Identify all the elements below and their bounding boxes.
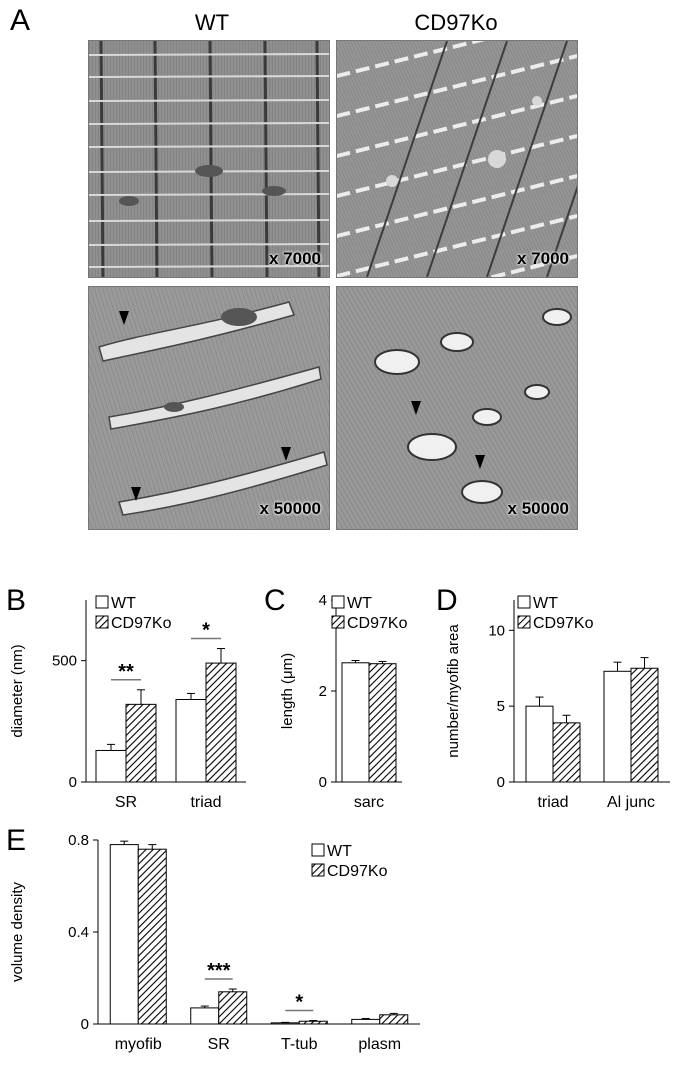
bar-wt	[525, 705, 554, 783]
bar-wt	[351, 1018, 381, 1025]
x-tick-label: plasm	[358, 1036, 401, 1053]
y-tick-label: 4	[319, 592, 327, 609]
legend-swatch	[311, 843, 325, 857]
legend-label: WT	[533, 595, 558, 612]
column-title-cd97ko: CD97Ko	[414, 10, 498, 35]
column-title-wt: WT	[194, 10, 230, 35]
magnification-label: x 7000	[269, 249, 321, 268]
y-tick-label: 5	[497, 698, 505, 715]
legend-swatch	[95, 595, 109, 609]
y-axis-label: volume density	[9, 881, 26, 982]
panel-letter: C	[264, 584, 286, 617]
chart-panel-c: C 0 2 4 length (μm) sarc WT CD97Ko	[258, 578, 428, 818]
y-tick-label: 0.8	[68, 832, 89, 849]
legend-swatch	[95, 615, 109, 629]
bar-cd97ko	[218, 991, 248, 1025]
x-tick-label: triad	[537, 794, 568, 811]
bar-wt	[95, 749, 127, 783]
panel-letter: B	[6, 584, 26, 617]
x-tick-label: sarc	[354, 794, 384, 811]
legend-label: CD97Ko	[327, 863, 388, 880]
legend-label: WT	[347, 595, 372, 612]
y-tick-label: 0	[319, 774, 327, 791]
legend-swatch	[311, 863, 325, 877]
magnification-label: x 50000	[259, 499, 321, 518]
arrowhead-icon	[119, 311, 129, 325]
bar-wt	[341, 662, 370, 783]
arrowhead-icon	[475, 455, 485, 469]
panel-a-letter: A	[10, 4, 31, 37]
bar-wt	[603, 670, 632, 783]
significance-label: *	[202, 620, 210, 642]
legend-label: CD97Ko	[347, 615, 408, 632]
significance-label: *	[295, 992, 303, 1014]
bar-cd97ko	[125, 703, 157, 783]
legend-label: CD97Ko	[111, 615, 172, 632]
legend-swatch	[517, 595, 531, 609]
legend-label: WT	[327, 843, 352, 860]
em-image-wt-low-mag: x 7000	[88, 40, 330, 278]
bar-cd97ko	[630, 667, 659, 783]
y-tick-label: 0	[81, 1016, 89, 1033]
arrowhead-icon	[411, 401, 421, 415]
significance-label: ***	[207, 960, 231, 982]
bar-cd97ko	[379, 1014, 409, 1025]
chart-svg: E 0 0.4 0.8 volume density myofib SR T-tub plasm…	[6, 824, 420, 1053]
y-tick-label: 0.4	[68, 924, 89, 941]
x-tick-label: SR	[208, 1036, 230, 1053]
legend-label: CD97Ko	[533, 615, 594, 632]
y-tick-label: 500	[52, 653, 77, 670]
y-axis-label: number/myofib area	[445, 624, 462, 758]
em-image-ko-low-mag: x 7000	[336, 40, 578, 278]
panel-letter: E	[6, 824, 26, 857]
magnification-label: x 50000	[507, 499, 569, 518]
chart-svg: C 0 2 4 length (μm) sarc WT CD97Ko	[264, 584, 408, 811]
x-tick-label: T-tub	[281, 1036, 318, 1053]
bar-cd97ko	[552, 722, 581, 783]
chart-svg: D 0 5 10 number/myofib area triad Al junc WT CD9…	[436, 584, 670, 811]
chart-panel-e: E 0 0.4 0.8 volume density myofib SR T-tub plasm…	[0, 818, 440, 1065]
bar-cd97ko	[368, 663, 397, 783]
magnification-label: x 7000	[517, 249, 569, 268]
y-axis-label: length (μm)	[279, 653, 296, 729]
em-image-ko-high-mag: x 50000	[336, 286, 578, 530]
legend-label: WT	[111, 595, 136, 612]
legend-swatch	[517, 615, 531, 629]
y-axis-label: diameter (nm)	[9, 644, 26, 737]
x-tick-label: Al junc	[607, 794, 655, 811]
y-tick-label: 10	[488, 622, 505, 639]
bar-cd97ko	[205, 662, 237, 783]
y-tick-label: 0	[497, 774, 505, 791]
x-tick-label: triad	[190, 794, 221, 811]
em-image-wt-high-mag: x 50000	[88, 286, 330, 530]
x-tick-label: SR	[115, 794, 137, 811]
bar-cd97ko	[137, 848, 167, 1025]
panel-letter: D	[436, 584, 458, 617]
significance-label: **	[118, 661, 134, 683]
bar-wt	[175, 698, 207, 783]
y-tick-label: 0	[69, 774, 77, 791]
legend-swatch	[331, 595, 345, 609]
bar-wt	[190, 1007, 220, 1025]
chart-panel-d: D 0 5 10 number/myofib area triad Al junc WT CD9…	[430, 578, 678, 818]
x-tick-label: myofib	[115, 1036, 162, 1053]
chart-panel-b: B 0 500 diameter (nm) SR triad ** * WT CD97Ko	[0, 578, 260, 818]
bar-wt	[270, 1022, 300, 1025]
arrowhead-icon	[131, 487, 141, 501]
legend-swatch	[331, 615, 345, 629]
y-tick-label: 2	[319, 683, 327, 700]
bar-wt	[109, 844, 139, 1025]
arrowhead-icon	[281, 447, 291, 461]
bar-cd97ko	[298, 1020, 328, 1025]
